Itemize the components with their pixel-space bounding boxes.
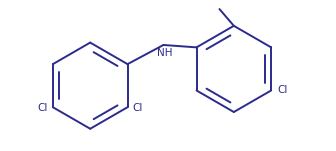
- Text: Cl: Cl: [277, 85, 288, 95]
- Text: NH: NH: [157, 48, 172, 58]
- Text: Cl: Cl: [132, 103, 143, 113]
- Text: Cl: Cl: [38, 103, 48, 113]
